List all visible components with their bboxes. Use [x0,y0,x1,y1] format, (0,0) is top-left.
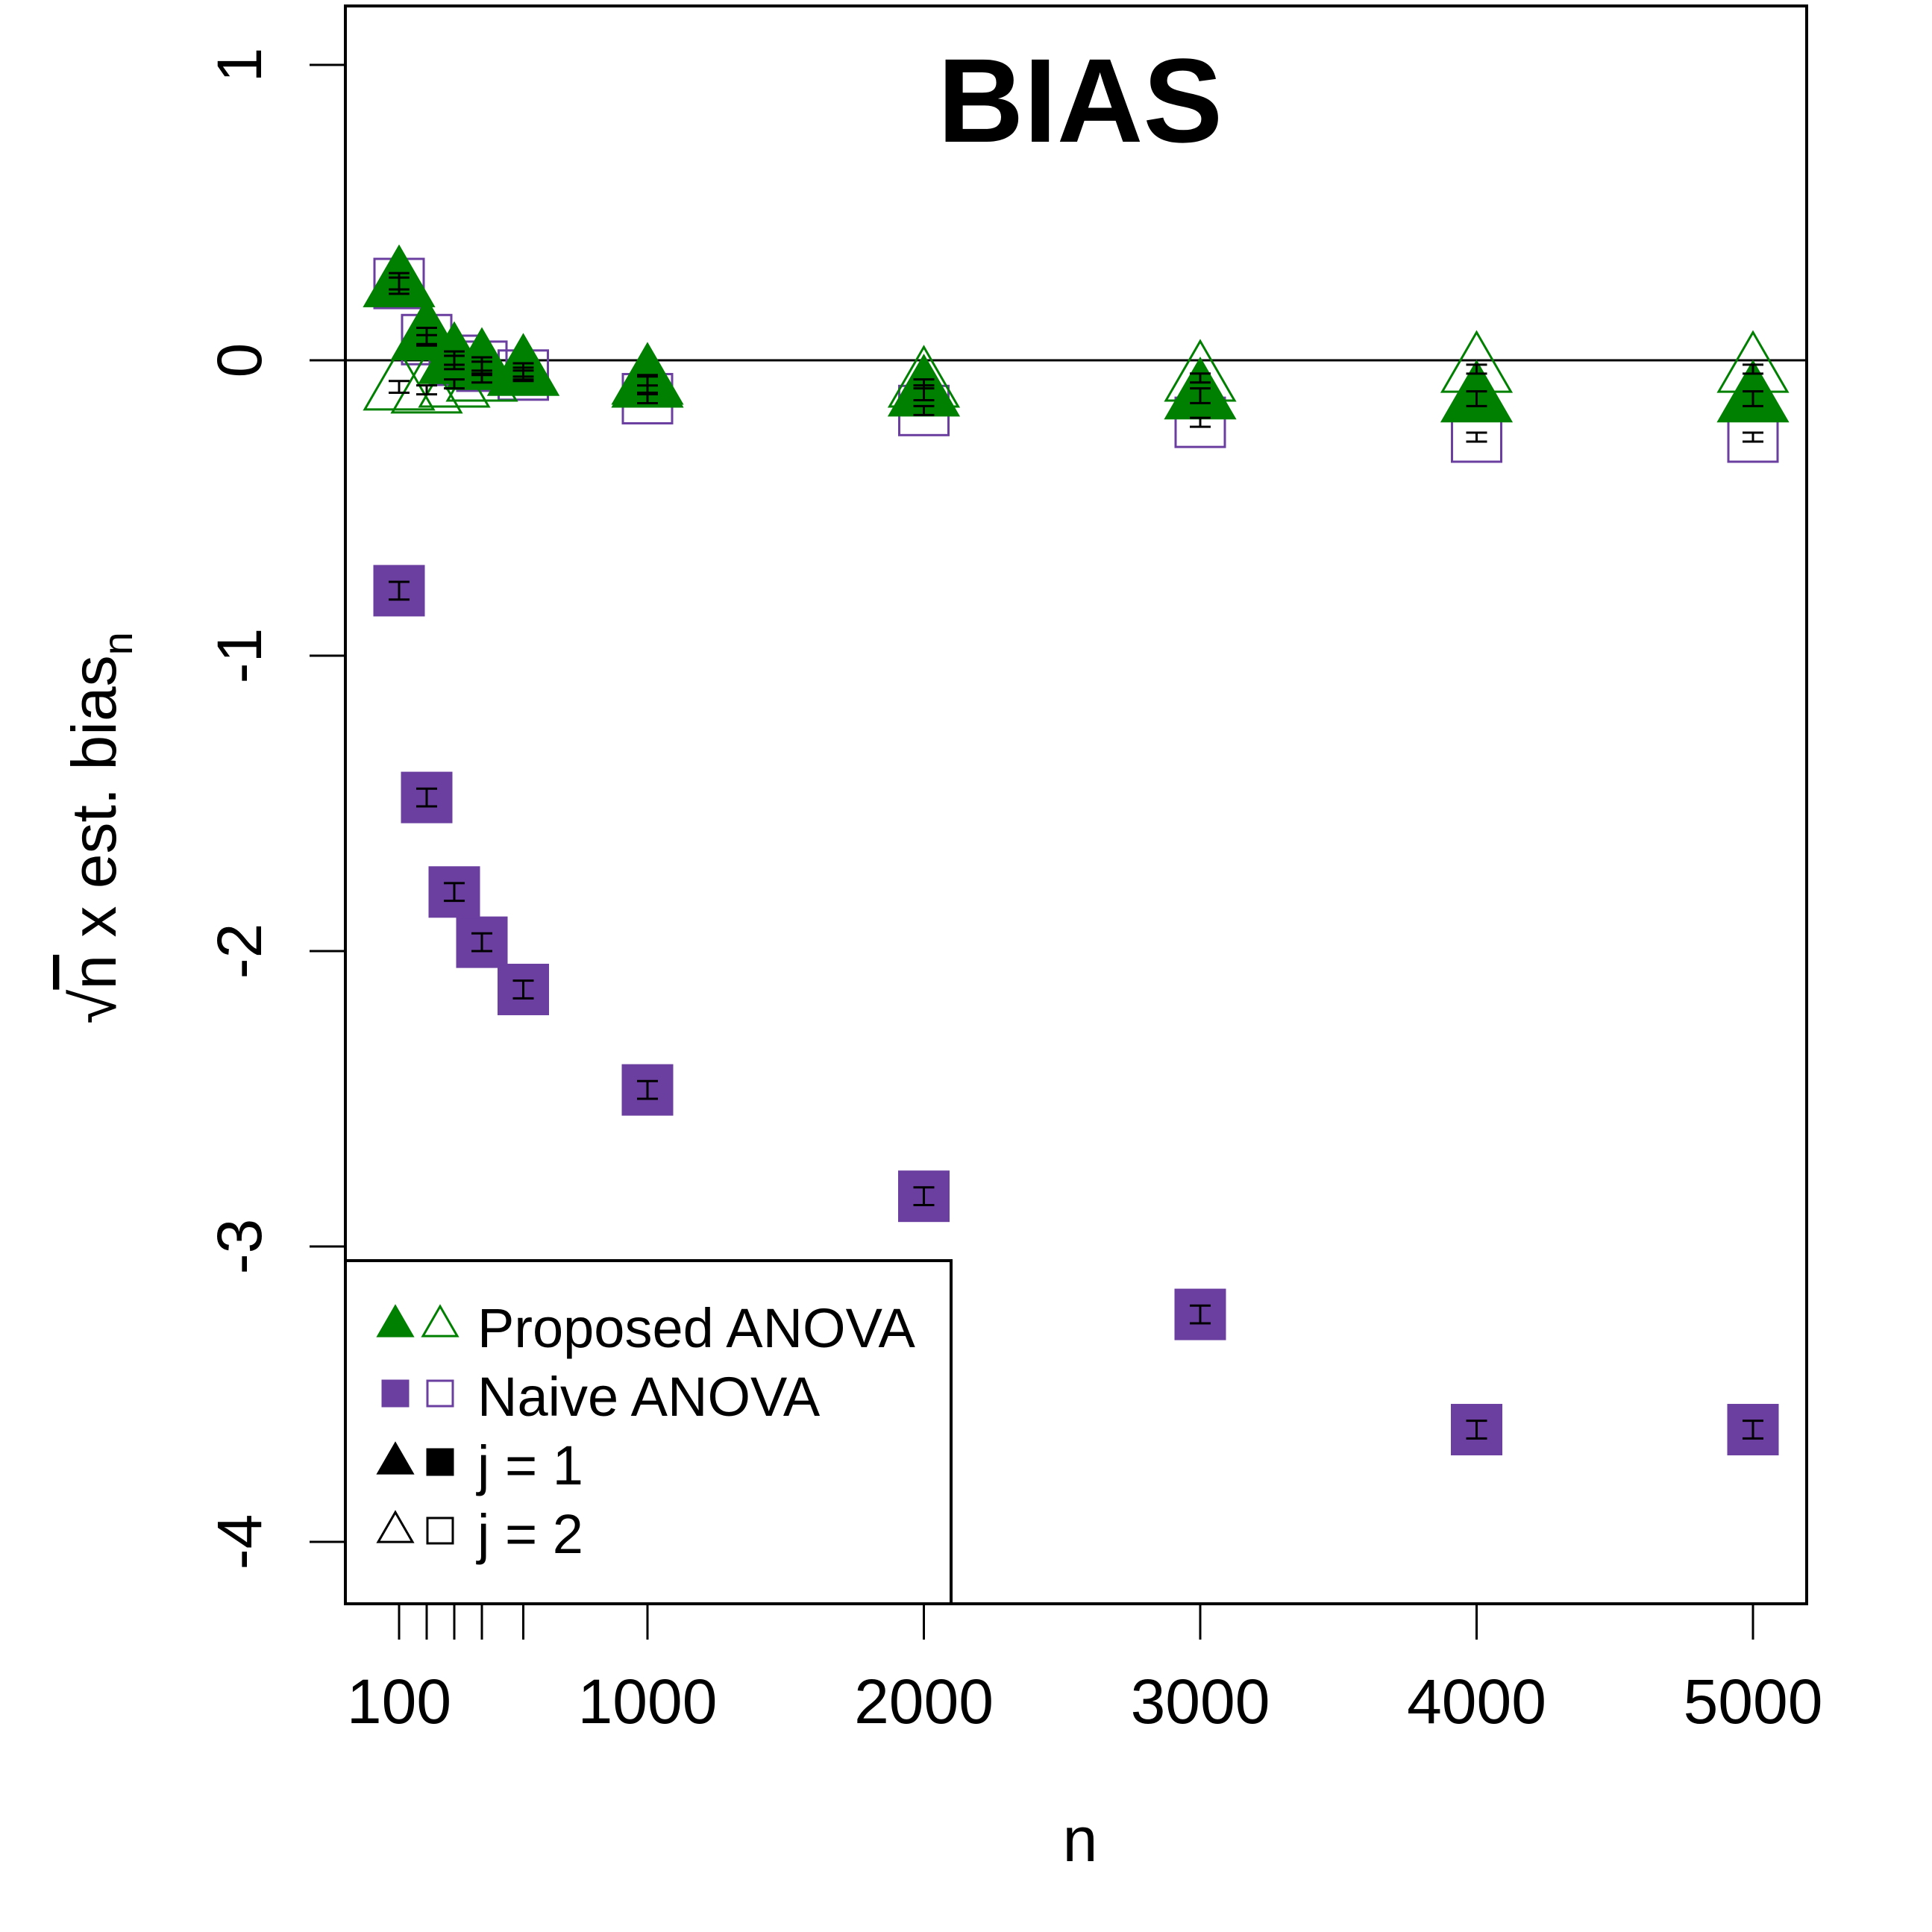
error-bar [444,350,465,371]
error-bar [416,787,437,808]
error-bar [1466,390,1487,407]
legend-label: Proposed ANOVA [477,1297,915,1359]
x-axis: 100 1000 2000 3000 4000 5000 [347,1604,1823,1737]
error-bar [913,384,935,401]
y-axis-label-radical: √ [59,989,129,1024]
error-bar [637,392,658,404]
point-triangle-open [363,348,436,411]
error-bar [637,1079,658,1100]
error-bar [1190,416,1211,428]
plot-frame [344,4,1808,1605]
y-tick-label: 0 [204,343,275,378]
error-bar [1743,1420,1763,1440]
x-tick-label: 100 [347,1666,451,1737]
error-bars-square-j1 [389,580,1763,1440]
error-bar [1466,363,1487,375]
y-axis: -4 -3 -2 -1 0 1 [204,48,345,1570]
x-axis-label: n [1063,1804,1098,1875]
error-bar [471,932,492,953]
error-bars-triangle-j2 [389,363,1763,396]
error-bars-triangle-j1 [389,272,1763,407]
error-bar [444,882,465,903]
error-bar [1743,431,1763,443]
error-bar [913,1186,935,1207]
y-axis-label-text: x est. bias [59,655,129,955]
y-axis-label: √n x est. biasn [59,632,141,1024]
error-bar [512,979,534,1000]
legend-entry: Proposed ANOVA [376,1297,915,1359]
legend-label: j = 1 [476,1434,583,1496]
error-bar [389,272,410,295]
legend-entry: j = 1 [376,1434,583,1496]
error-bar [471,356,492,377]
y-tick-label: -3 [204,1219,275,1275]
x-tick-label: 4000 [1407,1666,1546,1737]
legend-marker-square-filled [381,1379,410,1408]
y-axis-label-var: n [59,955,129,990]
legend-marker-square-open [426,1379,454,1408]
legend-marker-triangle-open [421,1304,460,1337]
x-tick-label: 2000 [854,1666,994,1737]
error-bar [1743,390,1763,407]
y-axis-label-subscript: n [94,632,141,655]
error-bar [389,580,410,601]
error-bar [444,378,465,390]
error-bar [1190,387,1211,404]
data-markers [363,244,1790,1456]
error-bar [1743,363,1763,375]
y-tick-label: 1 [204,48,275,83]
error-bar [1190,1304,1211,1325]
error-bar [1466,1420,1487,1440]
x-tick-label: 3000 [1131,1666,1270,1737]
x-tick-label: 5000 [1684,1666,1823,1737]
x-tick-label: 1000 [578,1666,718,1737]
chart-title: BIAS [938,34,1223,167]
legend-label: j = 2 [476,1503,583,1565]
error-bar [512,362,534,383]
error-bar [416,384,437,396]
error-bar [637,374,658,395]
y-tick-label: -4 [204,1514,275,1570]
legend-label: Naive ANOVA [477,1366,821,1428]
error-bar [1466,431,1487,443]
error-bar [1190,372,1211,384]
legend-marker-triangle-filled [376,1304,415,1337]
legend-marker-square-filled [426,1448,454,1476]
legend-marker-square-open [426,1517,454,1545]
legend-entry: j = 2 [376,1503,583,1565]
legend-marker-triangle-open [376,1510,415,1543]
legend-marker-triangle-filled [376,1441,415,1475]
legend-entry: Naive ANOVA [381,1366,821,1428]
y-tick-label: -1 [204,628,275,684]
error-bar [389,380,410,395]
y-tick-label: -2 [204,923,275,979]
error-bar [913,404,935,416]
error-bar [416,326,437,347]
